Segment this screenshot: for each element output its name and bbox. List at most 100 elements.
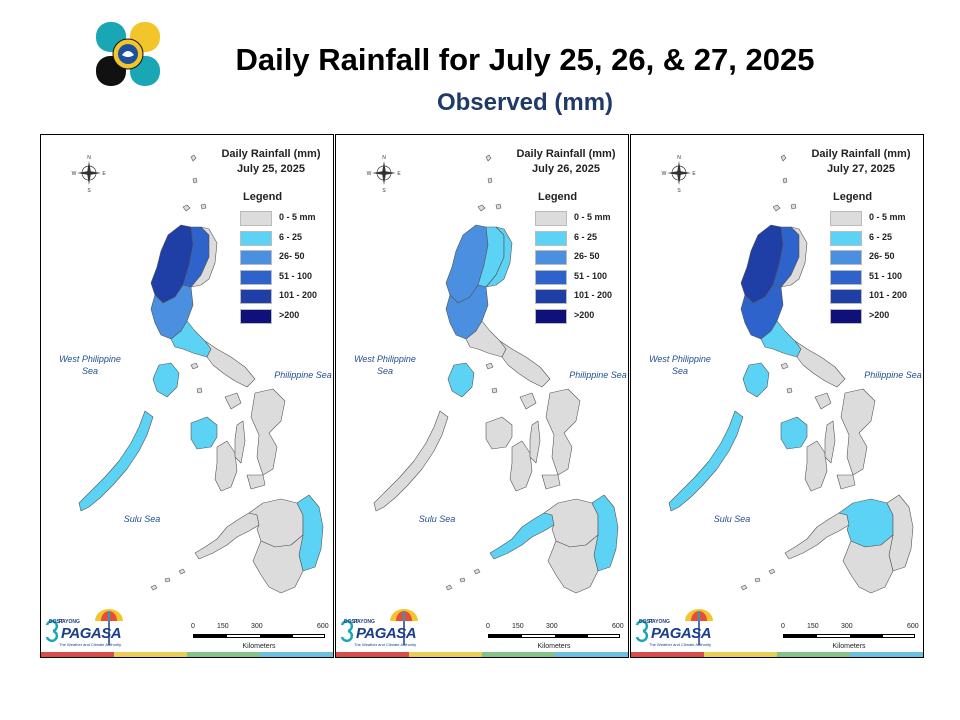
region-samar-leyte: [250, 388, 286, 476]
pagasa-dost-logo: [96, 22, 160, 86]
region-mindoro: [152, 362, 180, 398]
scale-tick: 0: [191, 623, 195, 630]
legend-label: 51 - 100: [279, 270, 313, 281]
pagasa-payong: PAYONG: [354, 619, 375, 625]
legend-swatch: [535, 289, 567, 304]
pagasa-dost: DOST: [49, 619, 63, 625]
legend-title: Legend: [243, 191, 283, 203]
region-mindoro: [742, 362, 770, 398]
compass-e: E: [102, 171, 106, 177]
pagasa-logo: DOST PAYONG PAGASA The Weather and Clima…: [45, 605, 127, 653]
legend-label: 0 - 5 mm: [574, 212, 611, 222]
scale-unit: Kilometers: [832, 643, 866, 650]
island-romblon: [491, 387, 498, 394]
pagasa-payong: PAYONG: [649, 619, 670, 625]
island-romblon: [786, 387, 793, 394]
scale-tick: 150: [807, 623, 819, 630]
island-batanes: [190, 154, 198, 184]
compass-rose-icon: N S E W: [72, 155, 107, 194]
compass-e: E: [692, 171, 696, 177]
region-zamboanga: [784, 512, 850, 560]
region-panay: [190, 416, 218, 450]
scale-unit: Kilometers: [242, 643, 276, 650]
scale-tick: 600: [612, 623, 624, 630]
island-romblon: [196, 387, 203, 394]
legend-label: 51 - 100: [574, 270, 608, 281]
pagasa-dost: DOST: [344, 619, 358, 625]
region-panay: [780, 416, 808, 450]
legend-swatch: [535, 250, 567, 265]
legend-swatch: [240, 289, 272, 304]
island-sulu: [445, 568, 481, 591]
pagasa-name: PAGASA: [61, 625, 122, 642]
scale-tick: 150: [512, 623, 524, 630]
legend-label: 6 - 25: [869, 231, 893, 242]
map-date: July 27, 2025: [827, 163, 895, 175]
label-sulu-sea: Sulu Sea: [713, 514, 751, 524]
legend-title: Legend: [833, 191, 873, 203]
legend-swatch: [240, 308, 272, 324]
legend-swatch: [535, 230, 567, 246]
region-cebu-bohol: [234, 420, 266, 490]
island-babuyan: [772, 203, 797, 212]
legend-swatch: [830, 308, 862, 324]
region-palawan: [668, 410, 744, 512]
legend-swatch: [535, 269, 567, 285]
island-batanes: [485, 154, 493, 184]
region-palawan: [78, 410, 154, 512]
compass-w: W: [662, 171, 667, 177]
legend-title: Legend: [538, 191, 578, 203]
compass-w: W: [72, 171, 77, 177]
island-babuyan: [182, 203, 207, 212]
pagasa-payong: PAYONG: [59, 619, 80, 625]
legend-label: 6 - 25: [279, 231, 303, 242]
pagasa-logo: DOST PAYONG PAGASA The Weather and Clima…: [340, 605, 422, 653]
scale-bar: 0 150 300 600 Kilometers: [480, 623, 626, 651]
compass-w: W: [367, 171, 372, 177]
legend-swatch: [830, 269, 862, 285]
page-subtitle: Observed (mm): [436, 89, 614, 116]
island-babuyan: [477, 203, 502, 212]
region-negros: [214, 440, 238, 492]
region-bicol: [204, 340, 256, 388]
label-west-philippine-sea: West Philippine Sea: [59, 354, 121, 376]
scale-bar: 0 150 300 600 Kilometers: [185, 623, 331, 651]
legend-swatch: [240, 269, 272, 285]
legend-label: 0 - 5 mm: [869, 212, 906, 222]
region-panay: [485, 416, 513, 450]
island-marinduque: [190, 362, 199, 370]
legend-label: 26- 50: [574, 251, 600, 261]
legend-label: 101 - 200: [279, 290, 318, 300]
scale-tick: 300: [841, 623, 853, 630]
legend-label: >200: [279, 309, 300, 320]
scale-bar: 0 150 300 600 Kilometers: [775, 623, 921, 651]
region-cebu-bohol: [824, 420, 856, 490]
label-sulu-sea: Sulu Sea: [123, 514, 161, 524]
pagasa-umbrella-icon: [635, 609, 713, 645]
pagasa-name: PAGASA: [651, 625, 712, 642]
label-west-philippine-sea: West Philippine Sea: [649, 354, 711, 376]
region-mindanao-south: [252, 534, 304, 594]
color-stripe: [631, 652, 923, 657]
compass-n: N: [87, 155, 91, 161]
scale-tick: 0: [781, 623, 785, 630]
pagasa-name: PAGASA: [356, 625, 417, 642]
legend-swatch: [240, 230, 272, 246]
region-mindanao-east: [296, 494, 324, 572]
region-cebu-bohol: [529, 420, 561, 490]
legend-swatch: [830, 230, 862, 246]
compass-rose-icon: N S E W: [367, 155, 402, 194]
legend-label: 51 - 100: [869, 270, 903, 281]
region-mindanao-east: [886, 494, 914, 572]
legend-swatch: [830, 211, 862, 226]
scale-tick: 600: [317, 623, 329, 630]
compass-s: S: [87, 188, 91, 194]
region-samar-leyte: [545, 388, 581, 476]
island-marinduque: [780, 362, 789, 370]
region-north-luzon-east: [485, 226, 513, 288]
legend-label: 0 - 5 mm: [279, 212, 316, 222]
map-title: Daily Rainfall (mm): [811, 148, 911, 160]
region-mindanao-south: [547, 534, 599, 594]
label-philippine-sea: Philippine Sea: [274, 370, 332, 380]
island-sulu: [150, 568, 186, 591]
